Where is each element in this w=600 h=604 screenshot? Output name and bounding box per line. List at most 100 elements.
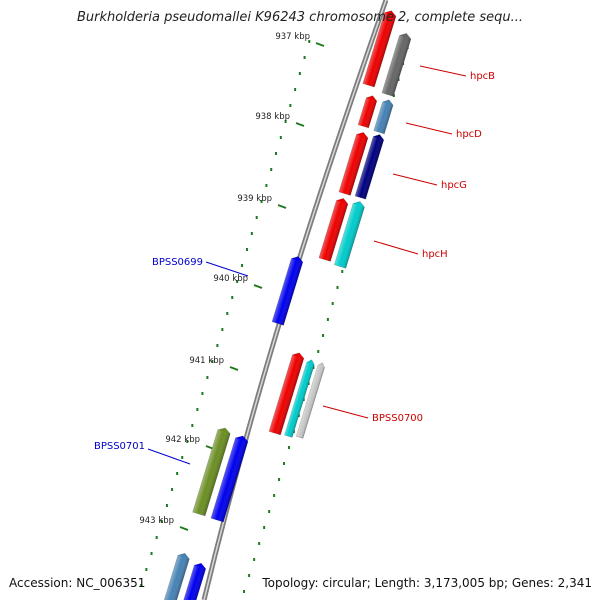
track-dot [236, 280, 239, 283]
track-dot [196, 408, 199, 411]
scale-tick-label: 941 kbp [189, 356, 224, 366]
track-dot [211, 360, 214, 363]
track-dot [283, 462, 286, 465]
track-dot [243, 590, 246, 593]
track-dot [250, 232, 253, 235]
feature-hpcB-strand [381, 33, 412, 97]
track-dot [317, 350, 320, 353]
feature-next-strand [178, 562, 207, 604]
track-dot [206, 376, 209, 379]
gene-label-hpcH[interactable]: hpcH [422, 249, 448, 260]
track-dot [245, 248, 248, 251]
scale-tick-label: 943 kbp [139, 516, 174, 526]
track-dot [165, 504, 168, 507]
track-dot [298, 72, 301, 75]
feature-BPSS0701-strand [210, 435, 249, 523]
gene-label-hpcB[interactable]: hpcB [470, 71, 495, 82]
gene-label-hpcD[interactable]: hpcD [456, 129, 482, 140]
track-dot [270, 168, 273, 171]
gene-leader-line [205, 261, 249, 277]
gene-leader-line [147, 448, 191, 465]
accession-label: Accession: NC_006351 [9, 576, 146, 590]
track-dot [255, 216, 258, 219]
track-dot [150, 552, 153, 555]
feature-BPSS0700-strand [284, 359, 315, 438]
feature-hpcG-strand [354, 134, 385, 200]
track-dot [260, 200, 263, 203]
track-dot [308, 40, 311, 43]
track-dot [265, 184, 268, 187]
scale-tick-label: 938 kbp [255, 112, 290, 122]
scale-tick-label: 942 kbp [165, 435, 200, 445]
scale-tick-mark [277, 204, 287, 209]
track-dot [145, 568, 148, 571]
track-dot [279, 136, 282, 139]
track-dot [181, 456, 184, 459]
gene-label-BPSS0699[interactable]: BPSS0699 [152, 257, 203, 268]
gene-label-BPSS0700[interactable]: BPSS0700 [372, 413, 423, 424]
scale-tick-label: 940 kbp [213, 274, 248, 284]
track-dot [322, 334, 325, 337]
gene-features [161, 10, 412, 604]
scale-tick-mark [295, 122, 305, 127]
inner-dotted-track [140, 40, 311, 587]
track-dot [263, 526, 266, 529]
scale-tick-mark [253, 284, 263, 289]
feature-hpcB [362, 10, 397, 88]
track-dot [176, 472, 179, 475]
track-dot [268, 510, 271, 513]
feature-next [161, 552, 190, 604]
gene-leader-line [392, 173, 438, 186]
feature-BPSS0700-strand2 [295, 362, 325, 439]
track-dot [273, 494, 276, 497]
track-dot [326, 318, 329, 321]
track-dot [392, 94, 395, 97]
feature-hpcH-strand [333, 201, 365, 269]
track-dot [191, 424, 194, 427]
track-dot [253, 558, 256, 561]
feature-hpcH [318, 198, 349, 262]
track-dot [231, 296, 234, 299]
scale-tick-mark [179, 526, 189, 531]
scale-ticks: 937 kbp 938 kbp 939 kbp 940 kbp 941 kbp 942 k… [139, 32, 325, 531]
track-dot [171, 488, 174, 491]
gene-label-BPSS0701[interactable]: BPSS0701 [94, 441, 145, 452]
track-dot [336, 286, 339, 289]
track-dot [303, 56, 306, 59]
feature-hpcG [338, 132, 369, 196]
gene-leader-line [373, 240, 419, 255]
track-dot [278, 478, 281, 481]
feature-BPSS0701 [192, 427, 231, 517]
track-dot [284, 120, 287, 123]
track-dot [287, 446, 290, 449]
track-dot [241, 264, 244, 267]
track-dot [221, 328, 224, 331]
gene-leader-line [405, 122, 453, 135]
track-dot [341, 270, 344, 273]
track-dot [289, 104, 292, 107]
gene-label-hpcG[interactable]: hpcG [441, 180, 467, 191]
scale-tick-mark [229, 366, 239, 371]
gene-leader-line [322, 405, 369, 419]
track-dot [155, 536, 158, 539]
track-dot [248, 574, 251, 577]
track-dot [201, 392, 204, 395]
track-dot [294, 88, 297, 91]
track-dot [216, 344, 219, 347]
track-dot [331, 302, 334, 305]
feature-BPSS0700 [268, 352, 305, 436]
gene-leader-line [419, 65, 467, 77]
track-dot [226, 312, 229, 315]
scale-tick-mark [315, 42, 325, 47]
track-dot [160, 520, 163, 523]
feature-hpcD-strand [373, 99, 394, 135]
track-dot [275, 152, 278, 155]
feature-hpcD [357, 95, 378, 129]
sequence-title: Burkholderia pseudomallei K96243 chromos… [76, 10, 524, 25]
track-dot [140, 584, 143, 587]
topology-label: Topology: circular; Length: 3,173,005 bp… [262, 576, 592, 590]
gene-labels: hpcB hpcD hpcG hpcH BPSS0699 BPSS0700 BPSS0701 [94, 65, 495, 465]
track-dot [258, 542, 261, 545]
